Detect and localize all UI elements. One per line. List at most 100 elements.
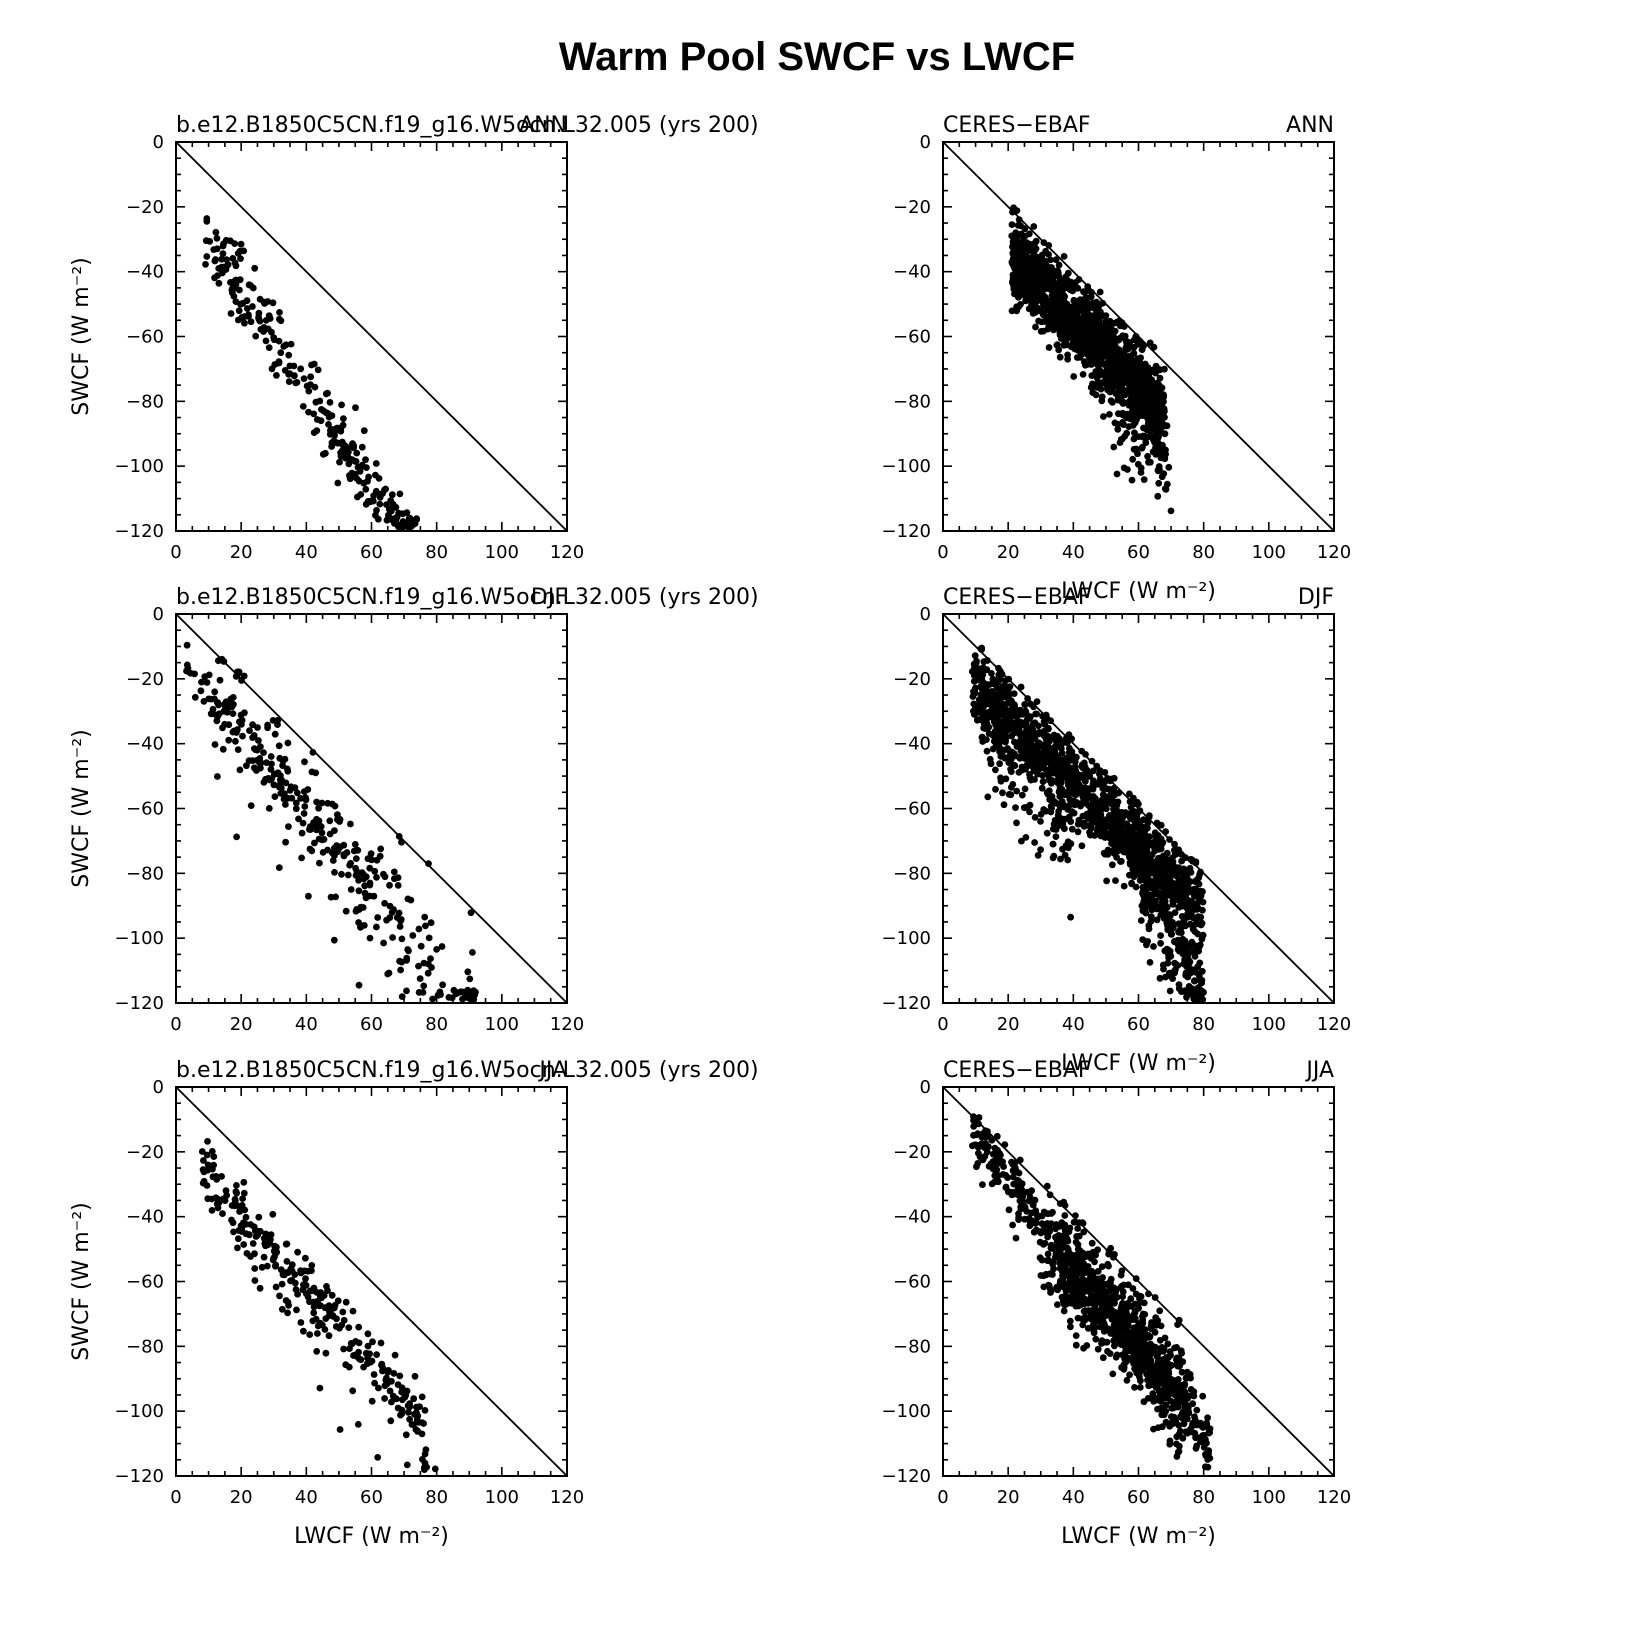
data-point <box>399 1396 406 1404</box>
data-point <box>1061 825 1068 833</box>
data-point <box>1028 282 1036 289</box>
x-tick-label: 40 <box>295 542 318 563</box>
data-point <box>255 309 263 317</box>
data-point <box>360 479 368 487</box>
data-point <box>420 982 428 990</box>
data-point <box>221 702 229 710</box>
y-tick-label: −60 <box>893 327 931 348</box>
x-tick-label: 40 <box>295 1014 318 1035</box>
data-point <box>1156 465 1163 473</box>
data-point <box>1064 762 1072 770</box>
data-point <box>1047 256 1054 264</box>
y-tick-label: −20 <box>126 1142 164 1163</box>
data-point <box>275 783 283 791</box>
data-point <box>1156 374 1164 382</box>
data-point <box>1150 403 1157 410</box>
data-point <box>340 415 347 422</box>
y-tick-label: −20 <box>126 197 164 218</box>
data-point <box>285 351 293 359</box>
data-point <box>1089 389 1097 396</box>
x-tick-label: 40 <box>1062 542 1085 563</box>
data-point <box>1145 922 1153 929</box>
data-point <box>1013 207 1021 215</box>
data-point <box>373 1351 380 1358</box>
data-point <box>213 234 221 242</box>
data-point <box>1024 714 1032 722</box>
data-point <box>1032 237 1040 245</box>
data-point <box>319 450 327 458</box>
data-point <box>373 856 381 864</box>
data-point <box>270 781 278 789</box>
data-point <box>1012 229 1020 237</box>
data-point <box>347 820 354 828</box>
panel-left-label: CERES−EBAF <box>943 113 1091 138</box>
panel-right-label: ANN <box>519 113 567 138</box>
data-point <box>386 881 393 889</box>
data-point <box>340 841 348 849</box>
data-point <box>1080 332 1088 340</box>
data-point <box>355 887 363 895</box>
data-point <box>364 1342 372 1350</box>
data-point <box>1137 917 1145 924</box>
data-point <box>1067 913 1074 921</box>
data-point <box>1084 767 1091 774</box>
data-point <box>1097 385 1105 393</box>
data-point <box>264 298 272 305</box>
data-point <box>377 845 385 853</box>
data-point <box>368 1397 376 1405</box>
data-point <box>1054 341 1061 349</box>
data-point <box>1166 911 1173 918</box>
data-point <box>1043 756 1050 764</box>
data-point <box>1107 790 1115 798</box>
data-point <box>1017 301 1024 308</box>
data-point <box>1080 302 1088 309</box>
data-point <box>310 410 318 418</box>
panel-2: 0 20 40 60 80 100 120 0 −20 −40 −60 −80 −100 −120 CERE… <box>882 113 1352 604</box>
data-point <box>1164 959 1172 967</box>
data-point <box>1112 366 1120 374</box>
data-point <box>252 332 260 340</box>
data-point <box>1142 909 1150 917</box>
data-point <box>250 764 258 772</box>
data-point <box>999 789 1006 797</box>
x-tick-label: 20 <box>230 542 253 563</box>
data-point <box>262 1230 270 1238</box>
data-point <box>198 1148 206 1155</box>
data-point <box>986 708 994 715</box>
data-point <box>396 1372 404 1380</box>
data-point <box>1074 325 1081 333</box>
data-point <box>302 796 310 804</box>
data-point <box>227 695 235 703</box>
data-point <box>1015 1216 1022 1223</box>
data-point <box>249 303 256 310</box>
data-point <box>972 660 980 667</box>
data-point <box>970 1122 978 1130</box>
data-point <box>308 768 316 776</box>
data-point <box>1156 974 1164 982</box>
data-point <box>219 242 227 250</box>
data-point <box>311 383 319 391</box>
data-point <box>1106 411 1113 418</box>
data-point <box>305 892 312 900</box>
data-point <box>1115 392 1123 399</box>
data-point <box>355 981 363 989</box>
scatter-points <box>198 1138 439 1473</box>
data-point <box>197 687 205 695</box>
data-point <box>293 789 301 797</box>
data-point <box>255 737 262 744</box>
data-point <box>385 505 393 513</box>
data-point <box>1155 433 1162 441</box>
data-point <box>1145 458 1152 466</box>
data-point <box>261 1240 269 1247</box>
data-point <box>1129 422 1137 429</box>
data-point <box>354 846 362 854</box>
data-point <box>249 1240 257 1247</box>
data-point <box>345 1363 353 1371</box>
panel-3: 0 20 40 60 80 100 120 0 −20 −40 −60 −80 −100 −120 b.e1… <box>69 585 759 1035</box>
data-point <box>1052 833 1060 840</box>
data-point <box>418 1393 426 1401</box>
data-point <box>362 485 370 493</box>
data-point <box>986 755 994 763</box>
data-point <box>1039 778 1047 785</box>
data-point <box>392 503 400 511</box>
